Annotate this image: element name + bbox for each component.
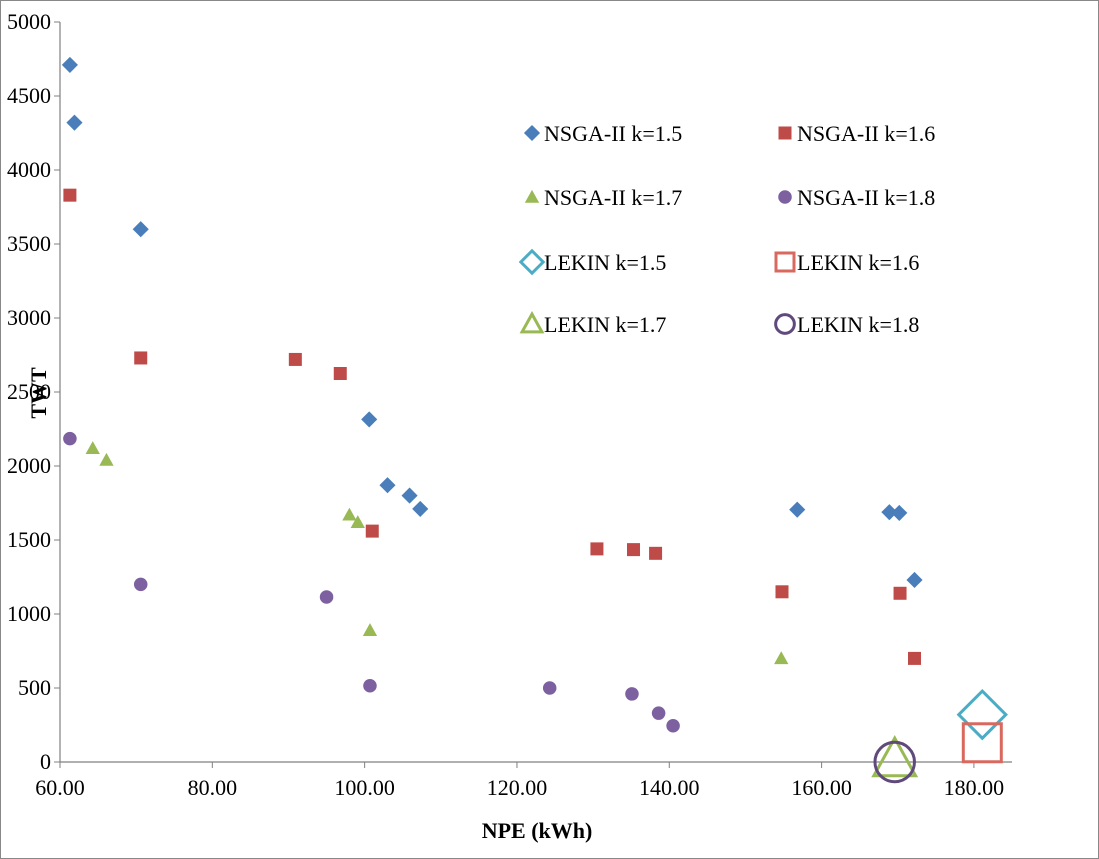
legend-label: LEKIN k=1.5 — [544, 250, 666, 275]
point-triangle — [85, 441, 100, 454]
point-diamond — [881, 504, 898, 521]
point-triangle-hollow — [871, 735, 919, 778]
legend-label: NSGA-II k=1.5 — [544, 121, 682, 146]
legend-label: NSGA-II k=1.8 — [797, 185, 935, 210]
x-tick-label: 120.00 — [487, 775, 548, 800]
axes — [54, 21, 1012, 768]
legend-marker — [778, 190, 792, 204]
point-circle — [666, 718, 680, 733]
point-diamond — [412, 500, 429, 517]
legend-marker — [774, 313, 796, 335]
point-diamond — [61, 56, 78, 73]
point-circle — [133, 577, 148, 592]
point-triangle — [362, 623, 378, 636]
data-points — [61, 56, 1008, 784]
point-square — [626, 543, 640, 557]
point-square — [365, 524, 379, 538]
point-square — [590, 542, 604, 556]
point-diamond — [906, 571, 923, 589]
y-tick-label: 2000 — [7, 453, 51, 478]
point-diamond — [132, 221, 149, 238]
point-diamond-hollow — [956, 688, 1008, 741]
legend-marker — [518, 248, 546, 276]
point-circle-hollow — [873, 740, 916, 784]
point-triangle — [350, 515, 365, 528]
y-tick-label: 1000 — [7, 601, 51, 626]
point-diamond — [379, 477, 396, 494]
point-triangle — [774, 651, 789, 665]
point-square-hollow — [961, 722, 1003, 764]
y-tick-label: 5000 — [7, 9, 51, 34]
point-square — [775, 585, 789, 599]
point-square — [908, 651, 922, 665]
point-diamond — [361, 411, 378, 428]
legend-marker — [774, 251, 796, 273]
point-square — [288, 352, 302, 366]
y-tick-label: 0 — [40, 749, 51, 774]
y-axis-title: TWT — [26, 367, 51, 419]
point-square — [649, 546, 663, 560]
legend-label: NSGA-II k=1.6 — [797, 121, 935, 146]
point-circle — [542, 681, 557, 695]
legend: NSGA-II k=1.5 NSGA-II k=1.6 NSGA-II k=1.7 N… — [518, 121, 935, 337]
x-tick-label: 80.00 — [188, 775, 238, 800]
point-circle — [319, 590, 334, 604]
legend-label: LEKIN k=1.7 — [544, 312, 666, 337]
point-triangle — [99, 452, 114, 466]
x-axis-title: NPE (kWh) — [482, 818, 593, 843]
point-triangle — [342, 507, 357, 521]
point-square — [333, 367, 347, 380]
point-diamond — [66, 114, 83, 131]
point-square — [134, 351, 148, 365]
point-diamond — [789, 501, 806, 518]
point-circle — [651, 706, 666, 720]
y-tick-label: 1500 — [7, 527, 51, 552]
y-tick-label: 3500 — [7, 231, 51, 256]
point-diamond — [891, 504, 908, 521]
legend-label: NSGA-II k=1.7 — [544, 185, 682, 210]
legend-marker — [523, 124, 541, 142]
y-tick-label: 500 — [18, 675, 51, 700]
y-tick-label: 4500 — [7, 83, 51, 108]
legend-marker — [778, 126, 792, 140]
x-tick-label: 140.00 — [639, 775, 700, 800]
point-circle — [63, 431, 77, 446]
legend-marker — [524, 189, 540, 203]
legend-label: LEKIN k=1.8 — [797, 312, 919, 337]
point-diamond — [401, 487, 418, 504]
y-tick-label: 2500 — [7, 379, 51, 404]
legend-label: LEKIN k=1.6 — [797, 250, 919, 275]
point-circle — [625, 687, 639, 701]
y-tick-label: 4000 — [7, 157, 51, 182]
x-tick-label: 160.00 — [791, 775, 852, 800]
tick-labels: 0 500 1000 1500 2000 2500 3000 3500 4000 4500 5000… — [7, 9, 1004, 800]
legend-marker — [519, 311, 545, 334]
x-tick-label: 180.00 — [944, 775, 1005, 800]
y-tick-label: 3000 — [7, 305, 51, 330]
x-tick-label: 60.00 — [35, 775, 85, 800]
point-square — [63, 188, 77, 202]
point-circle — [363, 679, 377, 693]
point-square — [893, 586, 907, 600]
x-tick-label: 100.00 — [334, 775, 395, 800]
